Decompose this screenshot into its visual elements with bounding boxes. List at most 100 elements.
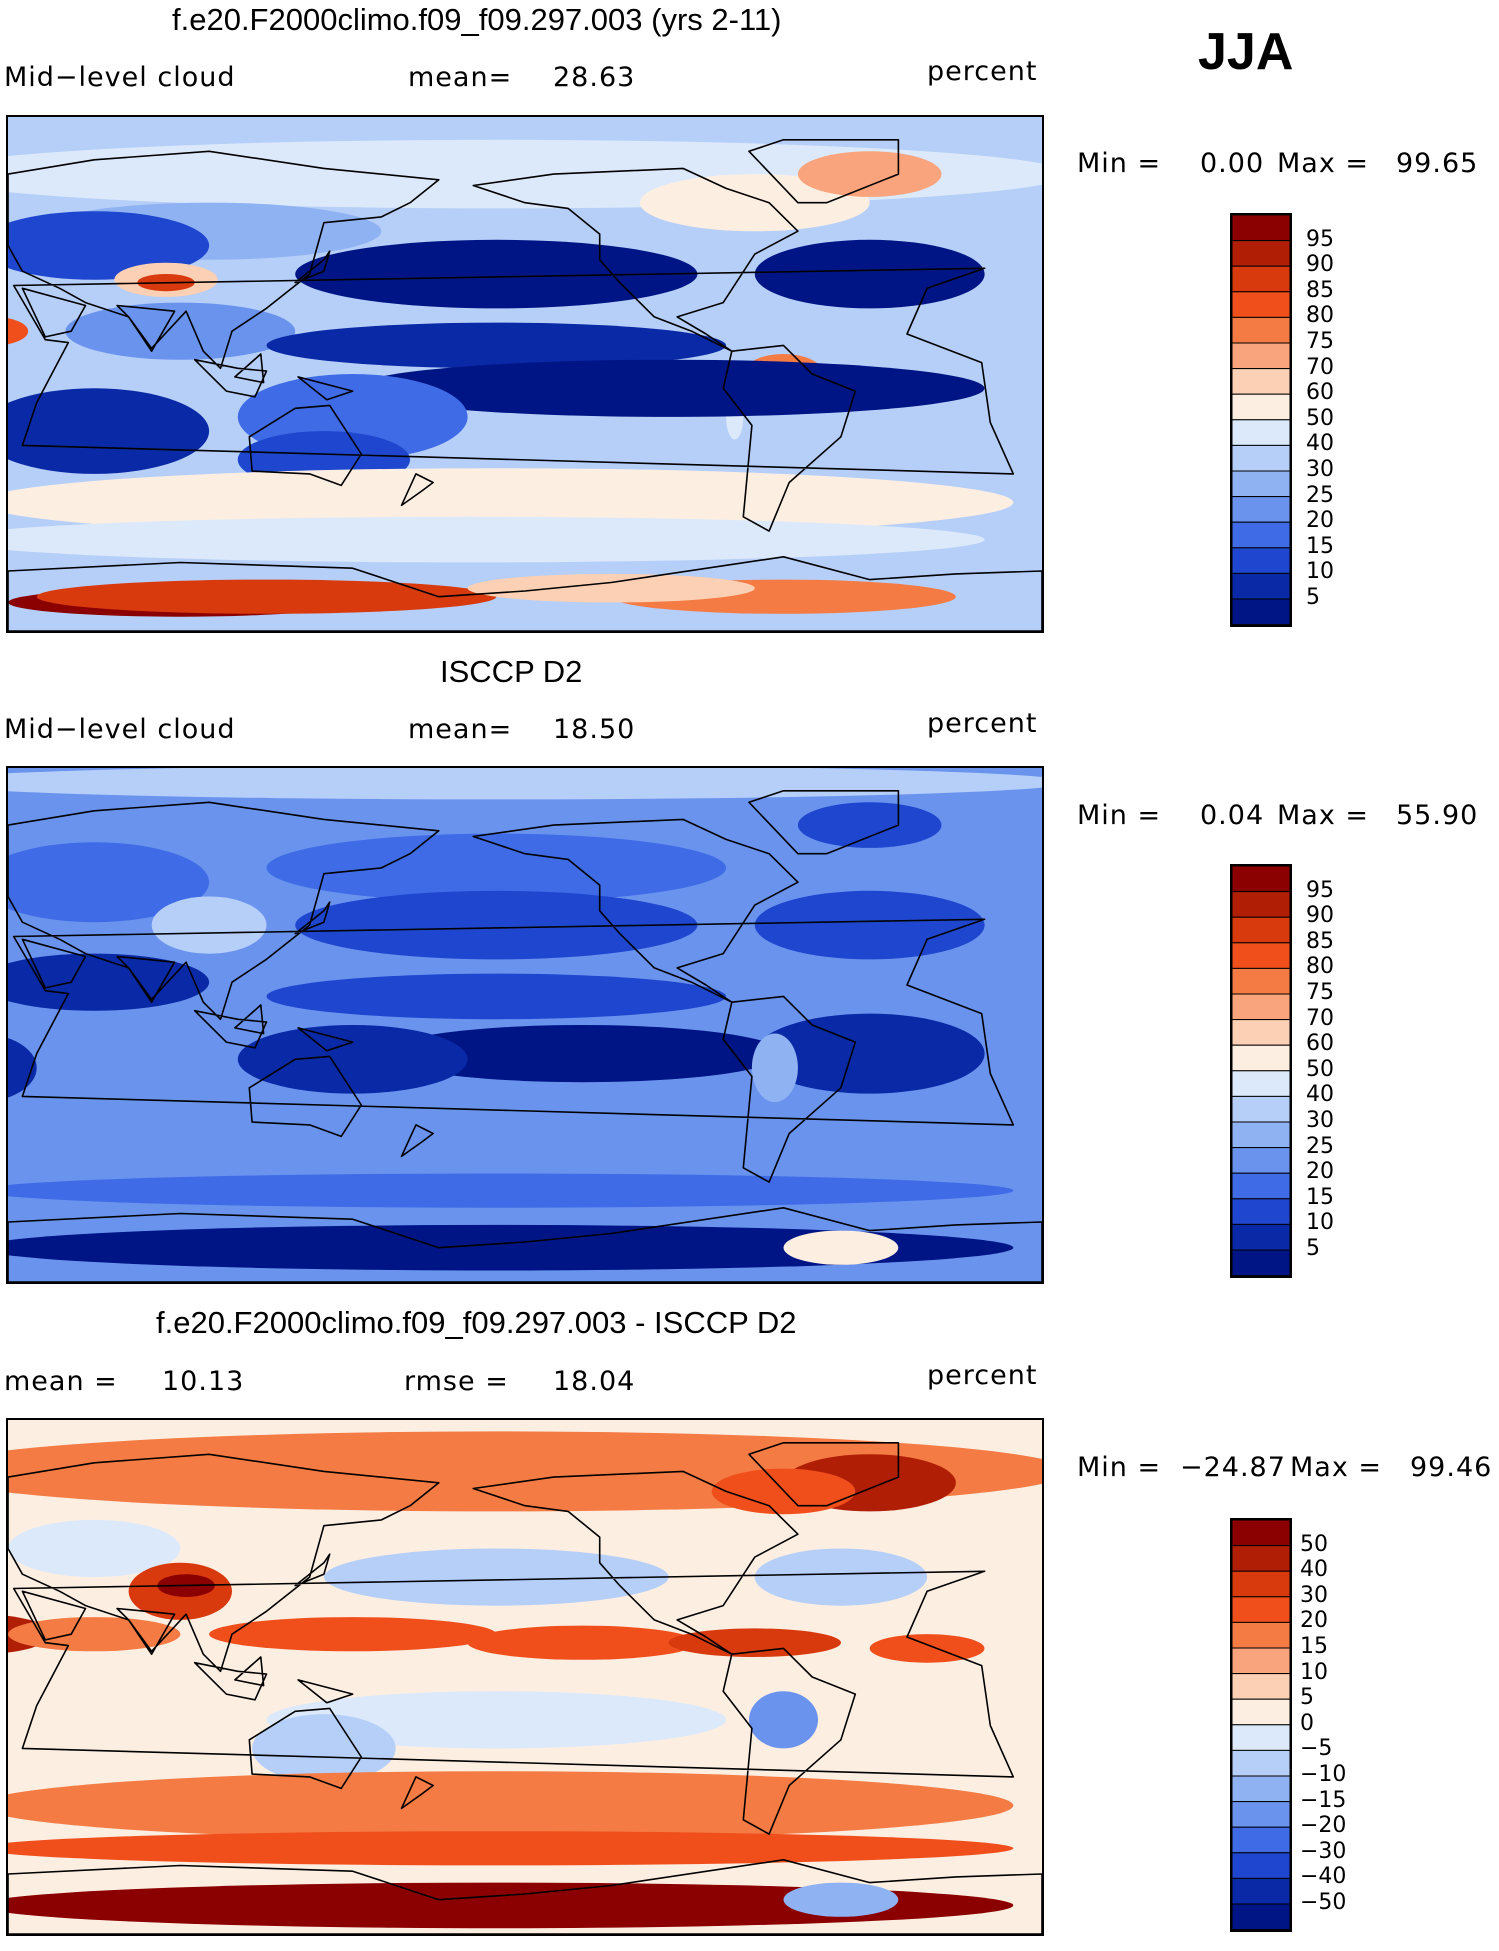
colorbar-swatch [1232, 942, 1290, 969]
colorbar-swatch [1232, 1570, 1290, 1598]
colorbar-swatch [1232, 1775, 1290, 1803]
colorbar-tick-label: 20 [1300, 1608, 1328, 1634]
colorbar-swatch [1232, 1520, 1290, 1547]
colorbar-tick-label: 75 [1306, 980, 1334, 1005]
contour-region [252, 1714, 396, 1783]
colorbar-swatch [1232, 1249, 1290, 1276]
panel-title: f.e20.F2000climo.f09_f09.297.003 (yrs 2-… [172, 2, 782, 37]
colorbar-tick-label: 5 [1300, 1685, 1314, 1711]
colorbar-swatch [1232, 916, 1290, 944]
colorbar-tick-label: 30 [1300, 1582, 1328, 1608]
colorbar-tick-label: 30 [1306, 457, 1334, 482]
colorbar-swatch [1232, 316, 1290, 344]
map-svg [8, 1420, 1042, 1934]
colorbar-svg [1232, 215, 1290, 625]
colorbar-tick-label: 60 [1306, 380, 1334, 406]
colorbar-tick-label: 80 [1306, 303, 1334, 329]
colorbar-tick-label: −20 [1300, 1813, 1347, 1839]
units-label: percent [927, 56, 1038, 87]
colorbar-swatch [1232, 598, 1290, 625]
min-label: Min = [1077, 148, 1162, 179]
colorbar-tick-label: 85 [1306, 928, 1334, 954]
contour-region [467, 573, 755, 603]
contour-region [266, 833, 727, 903]
colorbar-tick-label: 40 [1306, 1082, 1334, 1108]
colorbar-swatch [1232, 1147, 1290, 1174]
contour-region [751, 1033, 798, 1103]
mean-label: mean= [408, 62, 513, 93]
max-value: 99.46 [1410, 1452, 1493, 1483]
contour-region [295, 239, 698, 309]
min-value: −24.87 [1180, 1452, 1286, 1483]
colorbar-swatch [1232, 1198, 1290, 1225]
contour-region [8, 1882, 1014, 1929]
colorbar-tick-label: 10 [1306, 559, 1334, 585]
max-label: Max = [1277, 800, 1370, 831]
colorbar-swatch [1232, 1095, 1290, 1123]
colorbar-tick-label: 70 [1306, 354, 1334, 380]
contour-region [8, 842, 210, 923]
colorbar-swatch [1232, 1673, 1290, 1700]
colorbar-swatch [1232, 547, 1290, 574]
colorbar-tick-label: 95 [1306, 877, 1334, 903]
colorbar-tick-label: −30 [1300, 1838, 1347, 1864]
colorbar-tick-label: 60 [1306, 1031, 1334, 1057]
contour-region [8, 1173, 1014, 1208]
season-label: JJA [1198, 23, 1294, 81]
colorbar [1230, 213, 1292, 627]
contour-region [749, 1691, 818, 1749]
contour-region [324, 1548, 669, 1606]
colorbar-swatch [1232, 1621, 1290, 1649]
contour-region [754, 239, 985, 309]
contour-region [783, 1230, 899, 1265]
contour-region [8, 516, 985, 563]
panel-title: f.e20.F2000climo.f09_f09.297.003 - ISCCP… [156, 1305, 797, 1340]
contour-region [8, 1224, 1014, 1271]
colorbar-swatch [1232, 1852, 1290, 1879]
contour-region [8, 953, 210, 1011]
colorbar-tick-label: 20 [1306, 508, 1334, 534]
contour-region [8, 1119, 1014, 1188]
colorbar-swatch [1232, 1749, 1290, 1777]
colorbar-swatch [1232, 1223, 1290, 1251]
contour-region [237, 1025, 468, 1094]
contour-region [266, 973, 727, 1020]
colorbar-swatch [1232, 1044, 1290, 1072]
colorbar-tick-label: 40 [1306, 431, 1334, 457]
contour-region [209, 1617, 497, 1652]
contour-region [352, 359, 985, 417]
colorbar-tick-label: 30 [1306, 1108, 1334, 1133]
contour-region [8, 211, 210, 280]
mean-value: 28.63 [553, 62, 636, 93]
contour-region [65, 302, 296, 360]
colorbar-swatch [1232, 368, 1290, 395]
contour-region [754, 1013, 985, 1094]
contour-region [36, 579, 497, 614]
map-svg [8, 768, 1042, 1282]
colorbar-tick-label: 75 [1306, 329, 1334, 354]
colorbar-swatch [1232, 215, 1290, 242]
contour-region [668, 1628, 841, 1657]
colorbar-swatch [1232, 993, 1290, 1021]
contour-region [797, 802, 942, 848]
colorbar-tick-label: 15 [1300, 1634, 1328, 1659]
contour-region [8, 768, 1042, 800]
colorbar-swatch [1232, 1545, 1290, 1572]
contour-region [8, 1831, 1014, 1866]
contour-region [467, 1625, 698, 1660]
colorbar-tick-label: 0 [1300, 1710, 1314, 1736]
mean-value: 18.50 [553, 714, 636, 745]
contour-region [8, 318, 29, 345]
colorbar-swatch [1232, 521, 1290, 549]
colorbar-tick-label: 85 [1306, 277, 1334, 303]
colorbar-swatch [1232, 891, 1290, 918]
map-obs [6, 766, 1044, 1284]
colorbar-tick-label: 95 [1306, 226, 1334, 252]
max-label: Max = [1277, 148, 1370, 179]
colorbar-tick-label: 5 [1306, 585, 1320, 610]
colorbar-swatch [1232, 1647, 1290, 1675]
coastline [8, 790, 1042, 1282]
colorbar-tick-label: 70 [1306, 1005, 1334, 1031]
contour-region [8, 1519, 181, 1578]
contour-region [295, 890, 698, 960]
